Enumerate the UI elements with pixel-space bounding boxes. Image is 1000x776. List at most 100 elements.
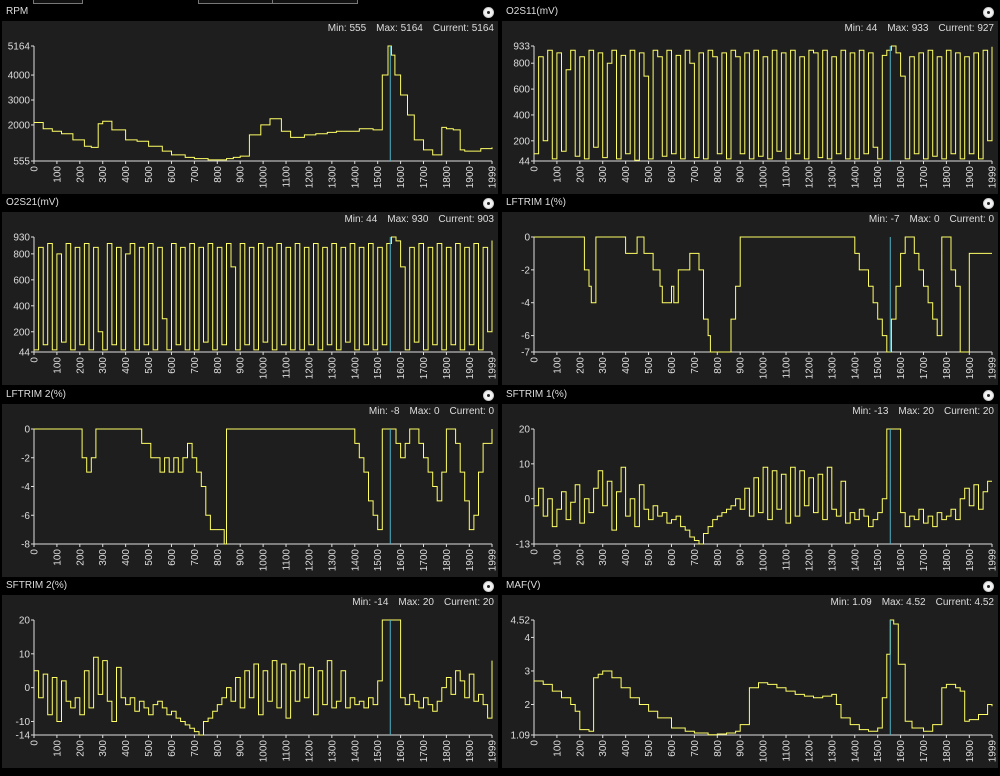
min-label: Min: xyxy=(852,406,872,417)
x-tick-label: 300 xyxy=(598,166,609,183)
plot-area[interactable]: Min: 1.09 Max: 4.52 Current: 4.52 1.09 2 3 4 4.… xyxy=(502,595,999,768)
x-tick-label: 1900 xyxy=(965,740,976,763)
y-tick-label: -4 xyxy=(521,298,530,309)
x-tick-label: 100 xyxy=(552,549,563,566)
plot-area[interactable]: Min: -8 Max: 0 Current: 0 -8 -6 -4 -2 0 0 100 200 3… xyxy=(2,404,499,577)
x-tick-label: 300 xyxy=(598,549,609,566)
panel-options-icon[interactable] xyxy=(983,198,994,209)
max-value: 5164 xyxy=(400,23,423,34)
x-tick-label: 1500 xyxy=(373,549,384,572)
x-tick-label: 1500 xyxy=(373,166,384,189)
stats-readout: Min: -13 Max: 20 Current: 20 xyxy=(842,406,994,417)
max-value: 20 xyxy=(422,597,434,608)
current-value: 903 xyxy=(477,214,494,225)
x-tick-label: 400 xyxy=(621,357,632,374)
chart-panel-sftrim2: SFTRIM 2(%) Min: -14 Max: 20 Current: 20 -14… xyxy=(2,578,499,768)
x-tick-label: 1999 xyxy=(488,357,499,380)
x-tick-label: 1800 xyxy=(942,549,953,572)
x-tick-label: 0 xyxy=(30,166,41,172)
x-tick-label: 1000 xyxy=(259,740,270,763)
chart-panel-maf: MAF(V) Min: 1.09 Max: 4.52 Current: 4.52 1.0… xyxy=(502,578,999,768)
plot-area[interactable]: Min: 555 Max: 5164 Current: 5164 555 2000 300… xyxy=(2,21,499,194)
x-tick-label: 300 xyxy=(598,357,609,374)
x-tick-label: 1400 xyxy=(850,740,861,763)
y-tick-label: 0 xyxy=(524,494,530,505)
y-tick-label: -14 xyxy=(16,731,31,742)
x-tick-label: 1300 xyxy=(827,357,838,380)
panel-options-icon[interactable] xyxy=(983,581,994,592)
current-label: Current: xyxy=(443,597,481,608)
x-tick-label: 1999 xyxy=(988,549,999,572)
toolbar-button-3[interactable] xyxy=(272,0,358,4)
x-tick-label: 300 xyxy=(598,740,609,757)
plot-area[interactable]: Min: 44 Max: 933 Current: 927 44 200 400 600 80… xyxy=(502,21,999,194)
x-tick-label: 400 xyxy=(121,549,132,566)
x-tick-label: 1999 xyxy=(488,166,499,189)
chart-panel-sftrim1: SFTRIM 1(%) Min: -13 Max: 20 Current: 20 -13… xyxy=(502,387,999,577)
toolbar-button-1[interactable] xyxy=(33,0,83,4)
x-tick-label: 900 xyxy=(736,740,747,757)
x-tick-label: 1900 xyxy=(965,166,976,189)
y-tick-label: -2 xyxy=(21,453,30,464)
min-value: 555 xyxy=(349,23,367,34)
x-tick-label: 1000 xyxy=(759,357,770,380)
max-label: Max: xyxy=(387,214,409,225)
y-tick-label: 3 xyxy=(524,666,530,677)
panel-options-icon[interactable] xyxy=(483,581,494,592)
series-line xyxy=(34,45,493,161)
min-value: 44 xyxy=(866,23,878,34)
panel-title: LFTRIM 2(%) xyxy=(6,389,66,400)
plot-area[interactable]: Min: -7 Max: 0 Current: 0 -7 -6 -4 -2 0 0 100 200 3… xyxy=(502,212,999,385)
plot-area[interactable]: Min: -13 Max: 20 Current: 20 -13 0 10 20 0 100 20… xyxy=(502,404,999,577)
x-tick-label: 0 xyxy=(30,357,41,363)
chart-panel-lftrim1: LFTRIM 1(%) Min: -7 Max: 0 Current: 0 -7 -6 -4… xyxy=(502,195,999,385)
current-label: Current: xyxy=(935,597,972,608)
x-tick-label: 1100 xyxy=(782,549,793,571)
x-tick-label: 0 xyxy=(530,549,541,555)
max-label: Max: xyxy=(376,23,398,34)
min-label: Min: xyxy=(352,597,372,608)
max-label: Max: xyxy=(887,23,909,34)
y-tick-label: 4000 xyxy=(8,71,31,82)
x-tick-label: 700 xyxy=(690,740,701,757)
y-tick-label: 20 xyxy=(19,616,31,627)
y-tick-label: 20 xyxy=(519,425,531,436)
x-tick-label: 100 xyxy=(52,740,63,757)
x-tick-label: 600 xyxy=(167,166,178,183)
y-tick-label: -6 xyxy=(21,511,30,522)
x-tick-label: 1100 xyxy=(782,166,793,188)
x-tick-label: 1100 xyxy=(782,740,793,762)
y-tick-label: 4 xyxy=(524,633,530,644)
x-tick-label: 200 xyxy=(575,549,586,566)
chart-panel-o2s21: O2S21(mV) Min: 44 Max: 930 Current: 903 44 20… xyxy=(2,195,499,385)
x-tick-label: 700 xyxy=(190,549,201,566)
x-tick-label: 1100 xyxy=(782,357,793,379)
x-tick-label: 1100 xyxy=(282,549,293,571)
plot-area[interactable]: Min: 44 Max: 930 Current: 903 44 200 400 600 80… xyxy=(2,212,499,385)
x-tick-label: 1700 xyxy=(419,357,430,380)
current-value: 0 xyxy=(488,406,494,417)
panel-options-icon[interactable] xyxy=(483,390,494,401)
min-label: Min: xyxy=(830,597,850,608)
y-tick-label: 44 xyxy=(19,348,31,359)
panel-title: RPM xyxy=(6,6,29,17)
panel-options-icon[interactable] xyxy=(983,7,994,18)
panel-options-icon[interactable] xyxy=(483,7,494,18)
stats-readout: Min: 1.09 Max: 4.52 Current: 4.52 xyxy=(821,597,994,608)
x-tick-label: 1600 xyxy=(896,549,907,572)
max-label: Max: xyxy=(398,597,421,608)
x-tick-label: 700 xyxy=(190,357,201,374)
y-tick-label: -6 xyxy=(521,331,530,342)
x-tick-label: 1900 xyxy=(465,166,476,189)
panel-options-icon[interactable] xyxy=(483,198,494,209)
y-tick-label: 2 xyxy=(524,700,530,711)
x-tick-label: 1500 xyxy=(873,740,884,763)
x-tick-label: 800 xyxy=(213,549,224,566)
plot-area[interactable]: Min: -14 Max: 20 Current: 20 -14 -10 0 10 20 0 10… xyxy=(2,595,499,768)
x-tick-label: 1200 xyxy=(804,740,815,763)
x-tick-label: 400 xyxy=(121,357,132,374)
x-tick-label: 1999 xyxy=(988,166,999,189)
stats-readout: Min: -14 Max: 20 Current: 20 xyxy=(342,597,494,608)
panel-options-icon[interactable] xyxy=(983,390,994,401)
